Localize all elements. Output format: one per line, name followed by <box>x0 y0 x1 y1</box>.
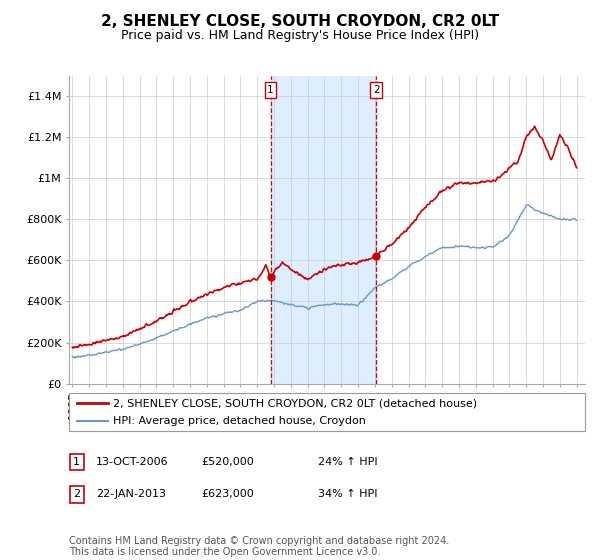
Text: 2, SHENLEY CLOSE, SOUTH CROYDON, CR2 0LT (detached house): 2, SHENLEY CLOSE, SOUTH CROYDON, CR2 0LT… <box>113 398 477 408</box>
Text: 24% ↑ HPI: 24% ↑ HPI <box>318 457 377 467</box>
Text: 2: 2 <box>73 489 80 500</box>
Text: 34% ↑ HPI: 34% ↑ HPI <box>318 489 377 500</box>
Text: 1: 1 <box>267 85 274 95</box>
Text: 1: 1 <box>73 457 80 467</box>
Text: Contains HM Land Registry data © Crown copyright and database right 2024.
This d: Contains HM Land Registry data © Crown c… <box>69 535 449 557</box>
Text: Price paid vs. HM Land Registry's House Price Index (HPI): Price paid vs. HM Land Registry's House … <box>121 29 479 42</box>
Text: HPI: Average price, detached house, Croydon: HPI: Average price, detached house, Croy… <box>113 416 366 426</box>
Bar <box>271 76 376 384</box>
Text: 2, SHENLEY CLOSE, SOUTH CROYDON, CR2 0LT: 2, SHENLEY CLOSE, SOUTH CROYDON, CR2 0LT <box>101 14 499 29</box>
Text: £520,000: £520,000 <box>201 457 254 467</box>
FancyBboxPatch shape <box>69 393 585 431</box>
Text: 13-OCT-2006: 13-OCT-2006 <box>96 457 169 467</box>
Text: 22-JAN-2013: 22-JAN-2013 <box>96 489 166 500</box>
Text: 2: 2 <box>373 85 379 95</box>
Text: £623,000: £623,000 <box>201 489 254 500</box>
